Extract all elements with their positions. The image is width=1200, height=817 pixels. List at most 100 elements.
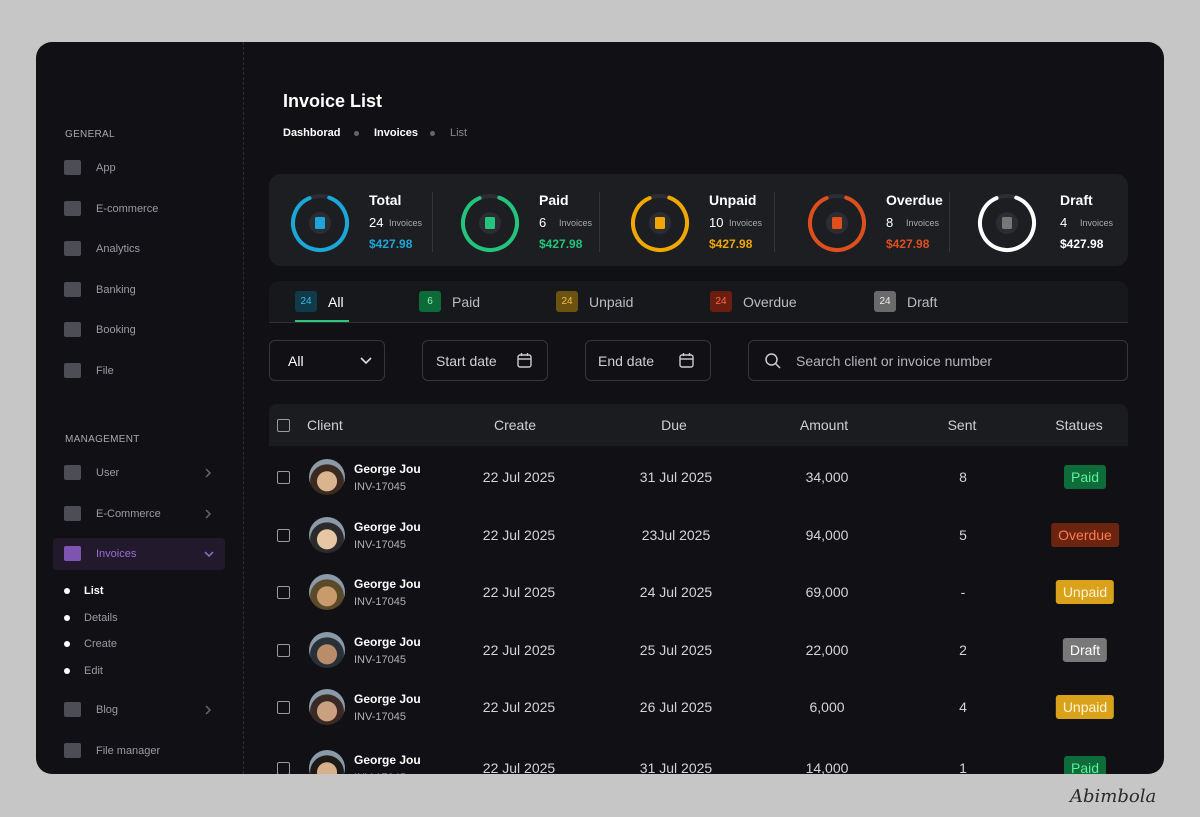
amount: 34,000 [805, 469, 849, 485]
nav-active-bg [53, 538, 225, 570]
status-badge: Unpaid [1055, 580, 1115, 604]
chevron [205, 508, 212, 519]
checkbox[interactable] [277, 471, 290, 484]
create-date: 22 Jul 2025 [482, 642, 556, 658]
summary-unit: Invoices [559, 218, 593, 228]
chevron [205, 468, 212, 478]
section-title: MANAGEMENT [65, 434, 140, 445]
summary-ring [808, 194, 866, 252]
checkbox[interactable] [277, 529, 290, 542]
nav-item[interactable]: Booking [96, 324, 136, 336]
summary-unit: Invoices [389, 218, 423, 228]
sidebar-divider [243, 42, 244, 774]
nav-icon [64, 465, 81, 480]
nav-subitem[interactable]: Details [84, 611, 118, 624]
avatar [309, 517, 345, 553]
summary-count: 8 [886, 215, 894, 230]
summary-divider [949, 192, 950, 252]
client-name: George Jou [354, 635, 421, 649]
summary-amount: $427.98 [1060, 237, 1104, 251]
create-date: 22 Jul 2025 [482, 584, 556, 600]
nav-item[interactable]: Invoices [96, 548, 137, 560]
nav-item[interactable]: Banking [96, 283, 136, 296]
sub-bullet [64, 668, 70, 675]
breadcrumb-item: Dashborad [283, 127, 341, 139]
checkbox[interactable] [277, 586, 290, 599]
checkbox[interactable] [277, 419, 290, 432]
filter-select[interactable] [269, 340, 385, 381]
nav-icon [64, 742, 81, 758]
avatar [309, 689, 345, 725]
amount: 69,000 [805, 584, 849, 600]
nav-item[interactable]: Analytics [96, 243, 141, 255]
tab-label[interactable]: Unpaid [589, 294, 634, 310]
summary-amount: $427.98 [369, 237, 413, 251]
status-badge: Paid [1063, 465, 1107, 489]
breadcrumb-item: List [450, 127, 468, 139]
nav-icon [64, 241, 81, 256]
status-badge: Paid [1063, 756, 1107, 774]
summary-count: 24 [369, 215, 384, 230]
client-name: George Jou [354, 577, 421, 591]
end-date-input[interactable] [585, 340, 711, 381]
summary-label: Paid [539, 192, 569, 208]
nav-item[interactable]: File manager [96, 744, 161, 757]
due-date: 24 Jul 2025 [639, 584, 713, 600]
calendar-icon [679, 353, 694, 368]
summary-unit: Invoices [729, 218, 763, 228]
tab-label[interactable]: Draft [907, 294, 938, 310]
client-name: George Jou [354, 692, 421, 706]
nav-icon [64, 362, 81, 378]
nav-subitem[interactable]: Edit [84, 665, 103, 678]
due-date: 26 Jul 2025 [639, 699, 713, 715]
nav-subitem[interactable]: List [84, 585, 104, 597]
checkbox[interactable] [277, 762, 290, 774]
sub-bullet [64, 614, 70, 621]
column-header: Client [307, 417, 343, 433]
tab-badge: 24 [295, 291, 317, 312]
due-date: 23Jul 2025 [641, 527, 711, 543]
summary-ring [461, 194, 519, 252]
checkbox[interactable] [277, 701, 290, 714]
nav-icon [64, 546, 81, 561]
create-date: 22 Jul 2025 [482, 469, 556, 485]
chevron [204, 551, 214, 558]
summary-label: Overdue [886, 192, 943, 208]
create-date: 22 Jul 2025 [482, 760, 556, 774]
amount: 6,000 [809, 699, 845, 715]
nav-item[interactable]: User [96, 467, 120, 479]
summary-unit: Invoices [1080, 218, 1114, 228]
summary-divider [599, 192, 600, 252]
search-input[interactable] [748, 340, 1128, 381]
column-header: Due [661, 417, 687, 433]
tab-label[interactable]: Overdue [743, 294, 797, 310]
sent-count: 2 [959, 642, 967, 658]
nav-icon [64, 200, 81, 216]
checkbox[interactable] [277, 644, 290, 657]
page-title: Invoice List [283, 91, 383, 111]
column-header: Amount [799, 417, 849, 433]
nav-icon [64, 281, 81, 297]
start-date-input[interactable] [422, 340, 548, 381]
tab-label[interactable]: All [328, 294, 344, 310]
summary-label: Total [369, 192, 402, 208]
nav-item[interactable]: App [96, 162, 116, 174]
tab-badge: 24 [556, 291, 578, 312]
nav-item[interactable]: E-commerce [96, 202, 159, 215]
client-name: George Jou [354, 753, 421, 767]
nav-item[interactable]: Blog [96, 704, 119, 717]
nav-subitem[interactable]: Create [84, 638, 118, 651]
status-badge: Draft [1062, 638, 1108, 662]
summary-amount: $427.98 [886, 237, 930, 251]
nav-item[interactable]: E-Commerce [96, 507, 161, 520]
calendar-icon [517, 353, 532, 368]
nav-icon [64, 160, 81, 175]
summary-count: 4 [1060, 215, 1068, 230]
tab-label[interactable]: Paid [452, 294, 481, 310]
avatar [309, 750, 345, 774]
nav-item[interactable]: File [96, 364, 114, 377]
filter-select-value: All [288, 353, 304, 369]
table-header [269, 404, 1128, 446]
due-date: 31 Jul 2025 [639, 469, 713, 485]
search-placeholder: Search client or invoice number [796, 353, 993, 369]
